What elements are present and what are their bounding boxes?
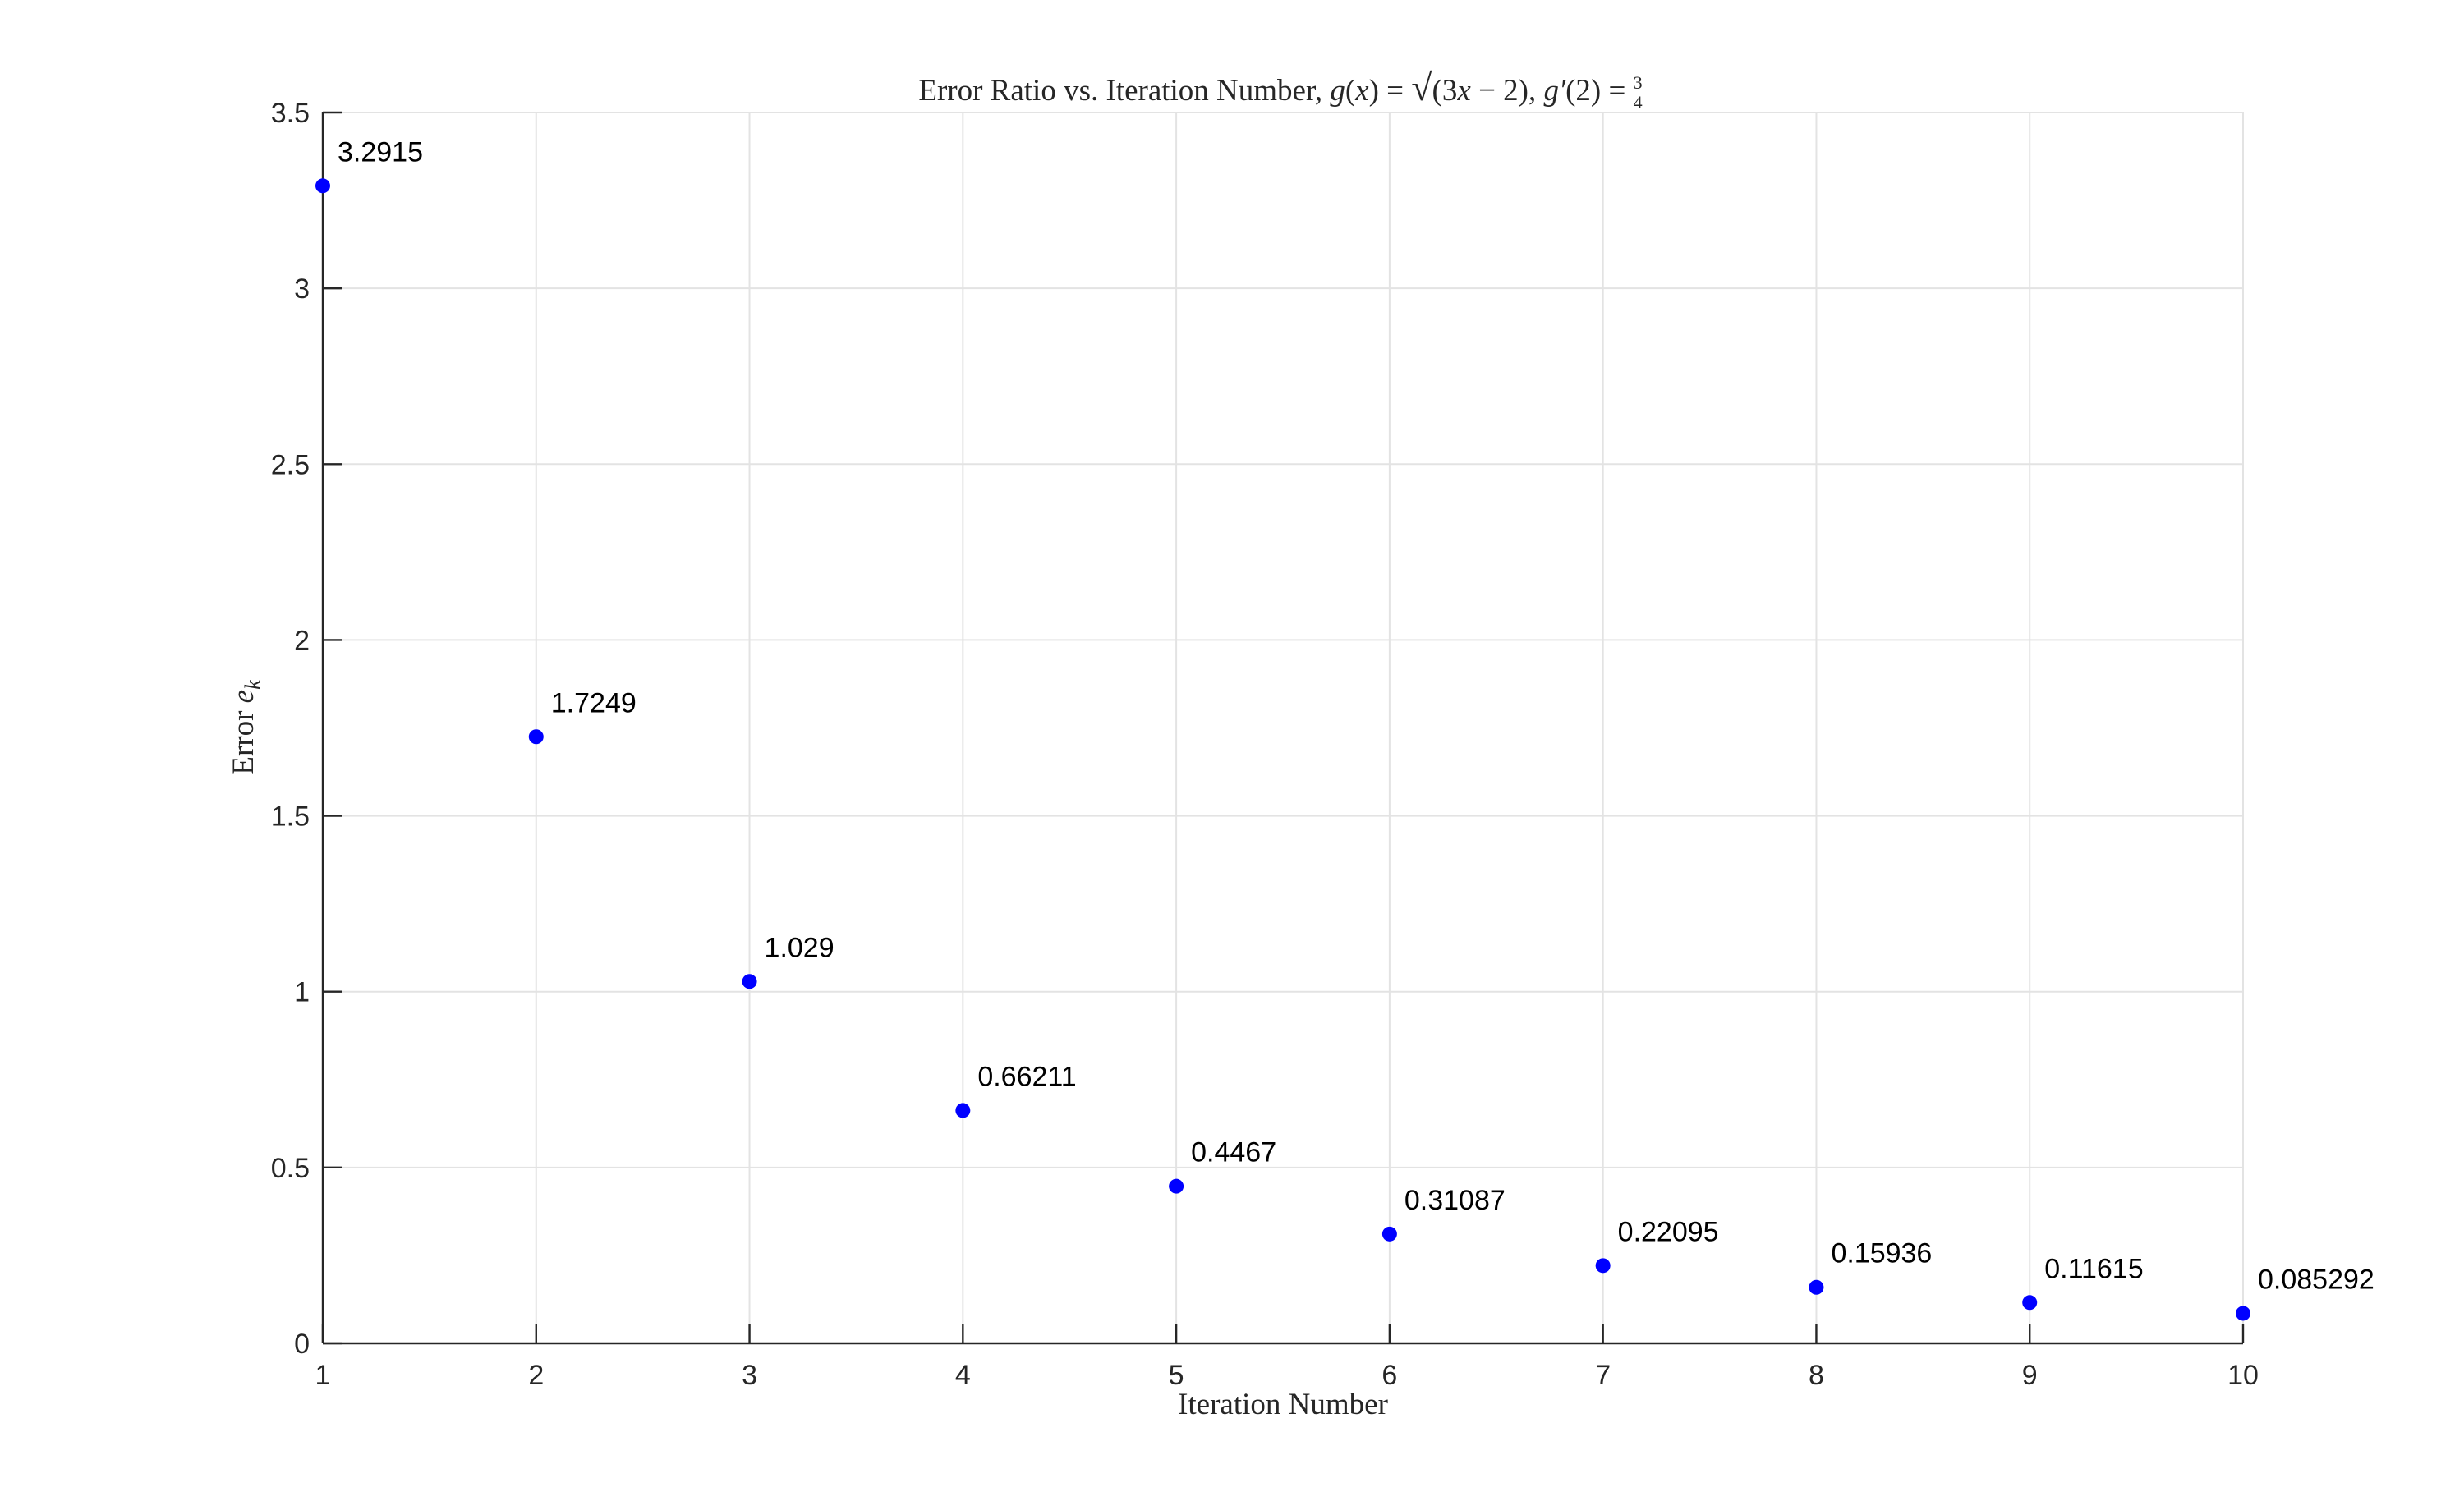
data-point	[955, 1103, 971, 1118]
chart-title: Error Ratio vs. Iteration Number, g(x) =…	[918, 67, 1642, 112]
x-tick-label: 7	[1595, 1360, 1611, 1391]
x-tick-label: 4	[955, 1360, 971, 1391]
data-label: 1.029	[765, 932, 834, 963]
data-point	[1169, 1178, 1184, 1194]
x-tick-label: 6	[1381, 1360, 1397, 1391]
x-tick-label: 2	[528, 1360, 544, 1391]
data-label: 0.22095	[1618, 1216, 1719, 1247]
axes	[321, 112, 2243, 1345]
y-tick-label: 0.5	[271, 1153, 310, 1184]
y-tick-label: 0	[294, 1329, 310, 1360]
y-tick-label: 3	[294, 273, 310, 305]
y-tick-label: 1.5	[271, 801, 310, 833]
data-point	[742, 974, 757, 989]
data-label: 0.15936	[1831, 1238, 1932, 1269]
ticks: 1 2 3 4 5 6 7 8 9 10 0 0.5 1 1.5 2 2.5 3 3.5	[271, 98, 2259, 1391]
y-tick-label: 2	[294, 625, 310, 656]
grid	[322, 112, 2244, 1344]
data-label: 0.66211	[977, 1061, 1076, 1092]
data-label: 3.2915	[338, 136, 423, 168]
data-label: 0.085292	[2258, 1264, 2374, 1295]
y-tick-label: 3.5	[271, 98, 310, 129]
x-tick-label: 5	[1169, 1360, 1184, 1391]
x-tick-label: 3	[742, 1360, 757, 1391]
y-axis-label: Error ek	[227, 680, 264, 775]
data-point	[2022, 1295, 2038, 1311]
data-label: 0.11615	[2044, 1253, 2143, 1284]
data-label: 1.7249	[551, 687, 637, 718]
x-tick-label: 8	[1809, 1360, 1824, 1391]
x-tick-label: 9	[2022, 1360, 2038, 1391]
data-point	[2236, 1306, 2250, 1321]
x-tick-label: 1	[315, 1360, 331, 1391]
y-tick-label: 2.5	[271, 449, 310, 480]
data-point	[1595, 1258, 1611, 1274]
data-label: 0.4467	[1191, 1137, 1276, 1168]
x-tick-label: 10	[2227, 1360, 2259, 1391]
y-tick-label: 1	[294, 977, 310, 1008]
data-point	[315, 178, 330, 194]
data-point	[528, 729, 544, 745]
data-points: 3.2915 1.7249 1.029 0.66211 0.4467 0.31087 0.2…	[315, 136, 2374, 1321]
data-label: 0.31087	[1404, 1185, 1506, 1216]
data-point	[1809, 1279, 1824, 1295]
data-point	[1381, 1226, 1397, 1242]
x-axis-label: Iteration Number	[1178, 1388, 1388, 1421]
